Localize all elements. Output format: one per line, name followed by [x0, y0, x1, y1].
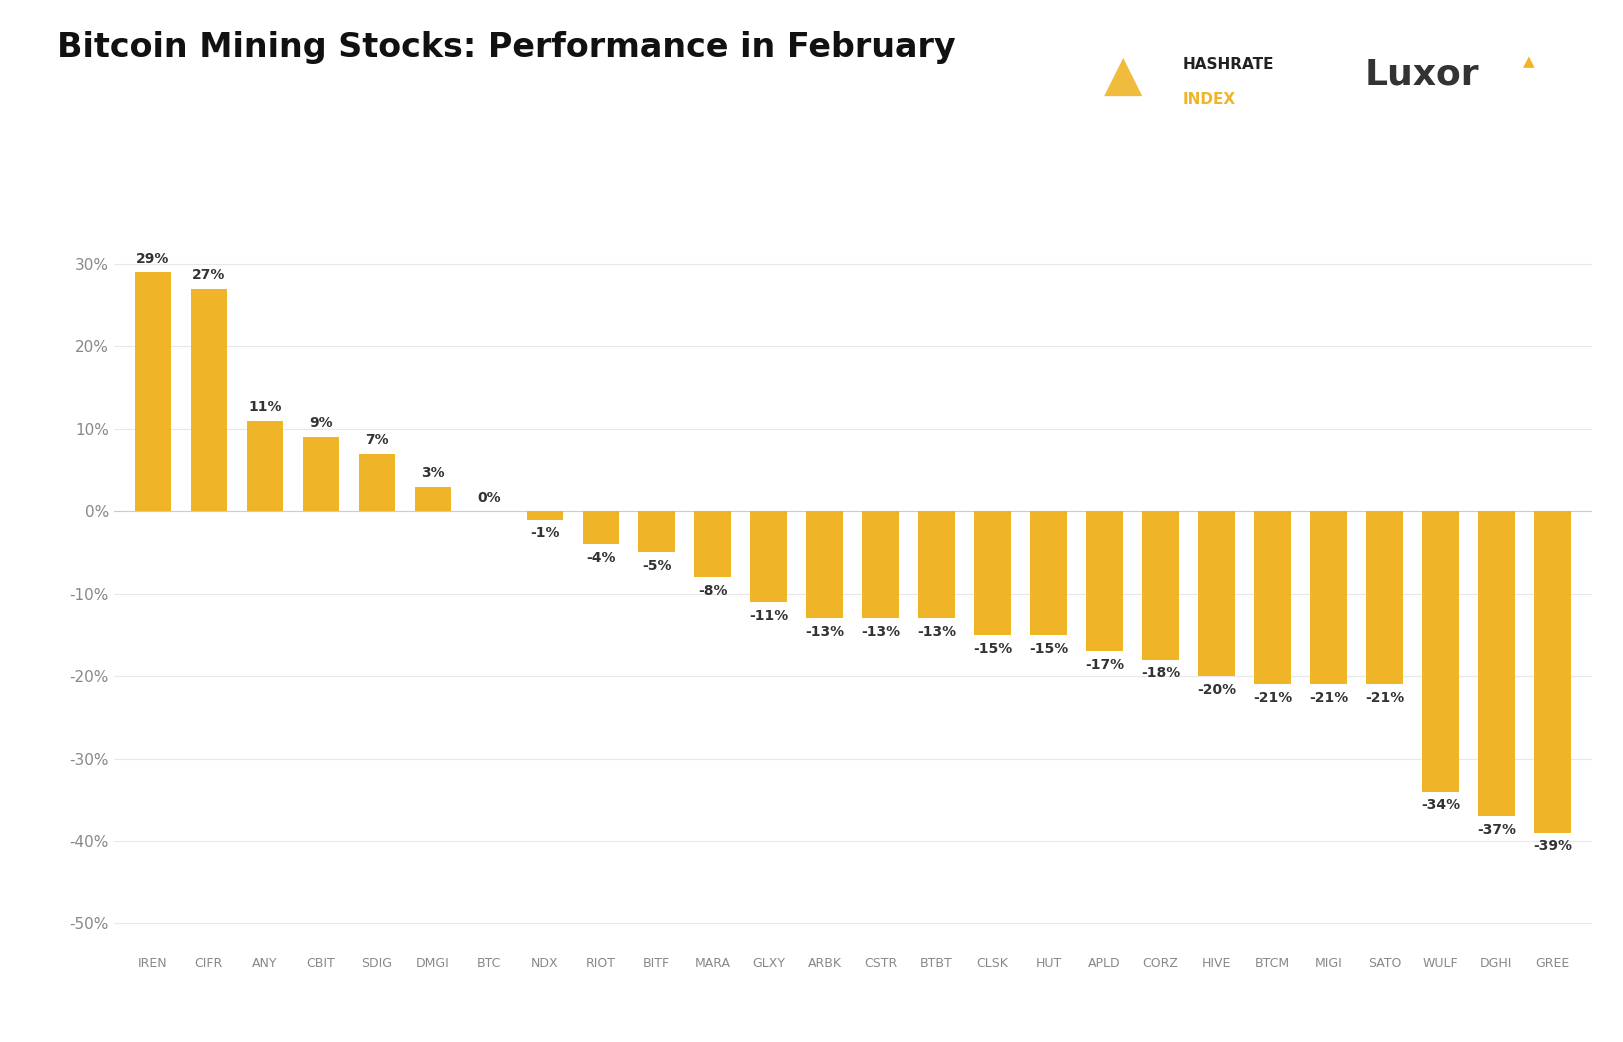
Text: -34%: -34% — [1420, 798, 1459, 812]
Text: -13%: -13% — [805, 625, 844, 639]
Bar — [526, 512, 563, 520]
Text: INDEX: INDEX — [1182, 92, 1235, 106]
Bar — [1029, 512, 1066, 635]
Bar — [1477, 512, 1514, 816]
Bar — [190, 289, 227, 512]
Text: -8%: -8% — [698, 584, 727, 598]
Bar — [807, 512, 842, 619]
Bar — [414, 487, 451, 512]
Text: -18%: -18% — [1139, 666, 1180, 680]
Text: Luxor: Luxor — [1363, 57, 1479, 92]
Text: -4%: -4% — [586, 551, 615, 565]
Text: -15%: -15% — [972, 642, 1011, 655]
Bar — [695, 512, 730, 577]
Text: -21%: -21% — [1251, 691, 1292, 705]
Text: -5%: -5% — [641, 560, 670, 573]
Text: 11%: 11% — [248, 400, 281, 414]
Bar — [135, 272, 170, 512]
Bar — [1422, 512, 1457, 792]
Text: -39%: -39% — [1532, 840, 1571, 853]
Text: -1%: -1% — [529, 526, 558, 540]
Text: HASHRATE: HASHRATE — [1182, 57, 1272, 72]
Text: 7%: 7% — [365, 433, 388, 447]
Bar — [974, 512, 1010, 635]
Bar — [583, 512, 618, 544]
Text: -15%: -15% — [1029, 642, 1068, 655]
Bar — [1253, 512, 1290, 685]
Text: ▲: ▲ — [1104, 52, 1143, 100]
Bar — [1141, 512, 1178, 660]
Bar — [1310, 512, 1345, 685]
Bar — [862, 512, 898, 619]
Bar — [750, 512, 786, 602]
Text: -13%: -13% — [917, 625, 956, 639]
Text: 0%: 0% — [477, 491, 500, 504]
Text: Bitcoin Mining Stocks: Performance in February: Bitcoin Mining Stocks: Performance in Fe… — [57, 31, 954, 65]
Bar — [1365, 512, 1402, 685]
Bar — [638, 512, 675, 552]
Bar — [1086, 512, 1121, 651]
Text: 27%: 27% — [192, 268, 226, 282]
Text: 29%: 29% — [136, 251, 169, 266]
Text: 9%: 9% — [308, 417, 333, 430]
Bar — [302, 437, 339, 512]
Text: -11%: -11% — [748, 609, 787, 622]
Text: -13%: -13% — [860, 625, 899, 639]
Text: ▲: ▲ — [1522, 54, 1534, 69]
Text: -17%: -17% — [1084, 658, 1123, 672]
Text: -21%: -21% — [1308, 691, 1347, 705]
Bar — [359, 453, 394, 512]
Bar — [1534, 512, 1569, 833]
Bar — [247, 421, 282, 512]
Text: 3%: 3% — [420, 466, 445, 480]
Text: -21%: -21% — [1363, 691, 1404, 705]
Bar — [1198, 512, 1233, 676]
Bar — [919, 512, 954, 619]
Text: -20%: -20% — [1196, 683, 1235, 697]
Text: -37%: -37% — [1475, 823, 1514, 837]
